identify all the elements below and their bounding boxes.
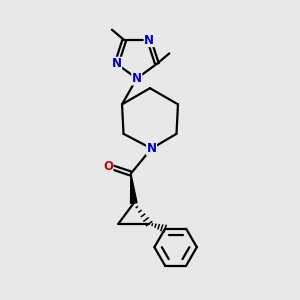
Text: N: N bbox=[112, 57, 122, 70]
Polygon shape bbox=[130, 174, 137, 203]
Text: N: N bbox=[144, 34, 154, 46]
Text: N: N bbox=[132, 72, 142, 85]
Text: O: O bbox=[103, 160, 113, 173]
Text: N: N bbox=[146, 142, 157, 155]
